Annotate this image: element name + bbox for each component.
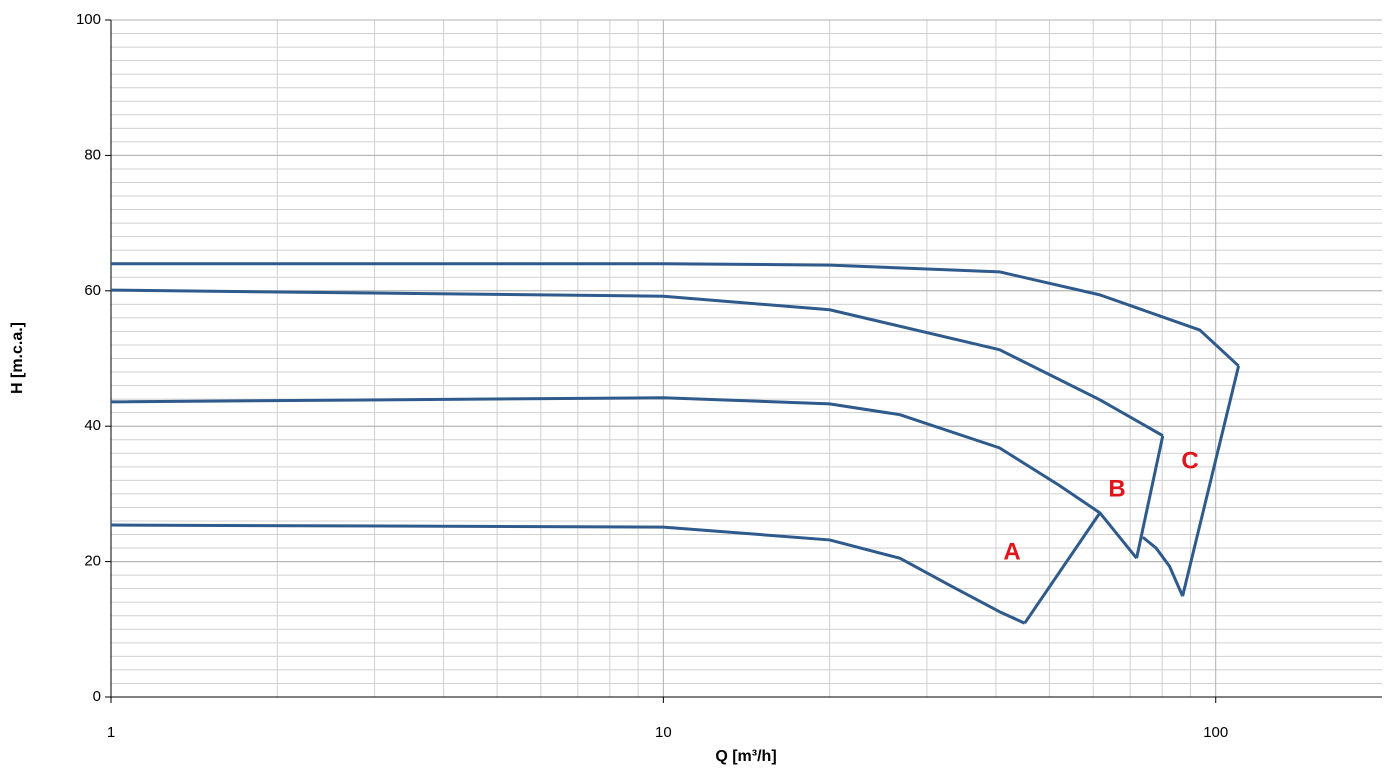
- y-tick-label: 0: [93, 688, 101, 705]
- curve-label: C: [1181, 447, 1198, 474]
- curve: [110, 288, 1164, 437]
- x-axis-title: Q [m³/h]: [715, 748, 776, 765]
- y-tick-label: 60: [84, 282, 101, 299]
- curve: [111, 262, 1240, 368]
- curve: [110, 396, 1138, 560]
- curve: [1135, 435, 1165, 559]
- x-tick-label: 100: [1203, 724, 1228, 741]
- curve: [1181, 365, 1241, 597]
- y-tick-label: 40: [84, 417, 101, 434]
- curve: [1141, 536, 1184, 597]
- y-tick-label: 20: [84, 553, 101, 570]
- curve-label: B: [1108, 475, 1125, 502]
- curve: [1023, 512, 1102, 625]
- x-tick-label: 10: [655, 724, 672, 741]
- y-axis-title: H [m.c.a.]: [9, 322, 26, 394]
- curve: [110, 523, 1026, 625]
- y-tick-label: 100: [76, 11, 101, 28]
- y-tick-label: 80: [84, 146, 101, 163]
- x-tick-label: 1: [107, 724, 115, 741]
- curve-label: A: [1003, 538, 1020, 565]
